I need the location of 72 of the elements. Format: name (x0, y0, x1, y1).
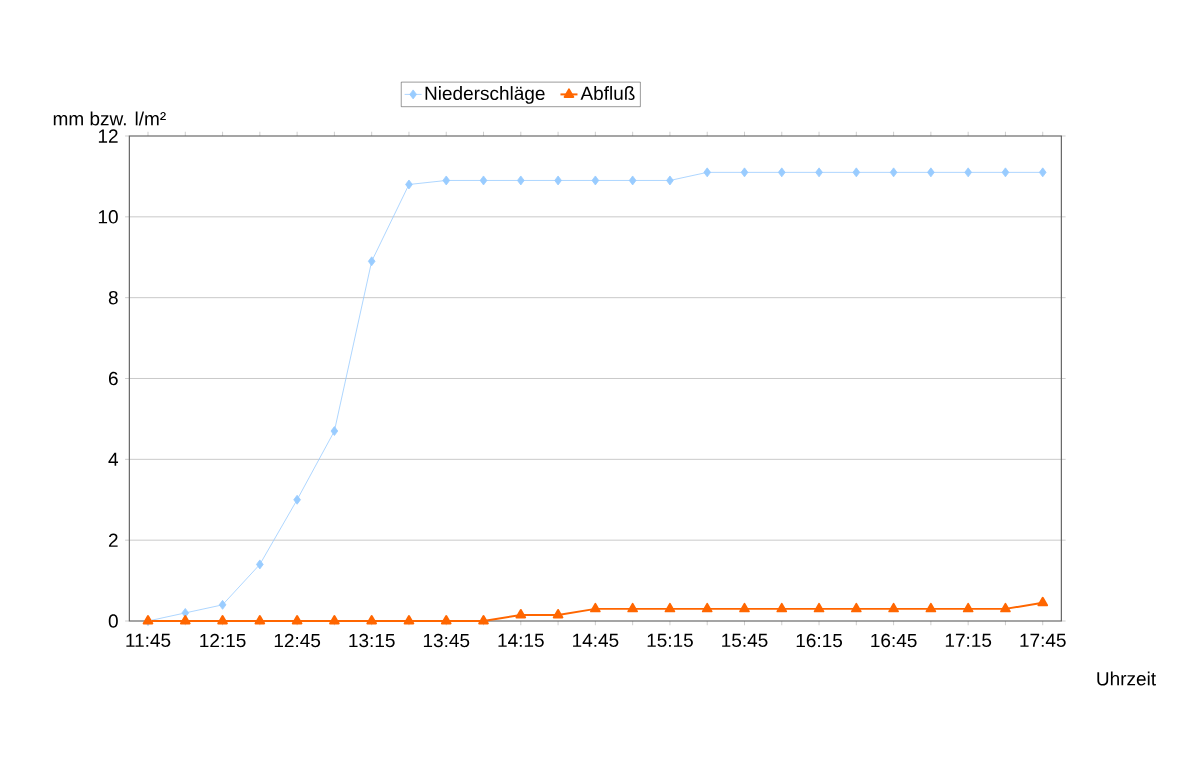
point (964, 167, 972, 178)
point (256, 559, 264, 570)
legend-label: Niederschläge (425, 86, 545, 104)
point (666, 175, 674, 186)
x-tick-label: 14:15 (498, 633, 544, 648)
point (1001, 167, 1010, 178)
point (740, 167, 749, 178)
y-axis-title: mm bzw. l/m² (53, 111, 166, 126)
y-tick-label: 0 (108, 614, 118, 628)
point (962, 602, 974, 613)
y-tick-label: 10 (98, 210, 118, 224)
point (664, 602, 676, 613)
x-tick-label: 16:45 (871, 633, 917, 648)
x-axis-title: Uhrzeit (1097, 671, 1156, 686)
point (813, 602, 825, 613)
point (405, 179, 413, 190)
x-tick-label: 16:15 (796, 633, 843, 648)
y-tick-label: 4 (108, 452, 119, 466)
point (181, 608, 190, 618)
legend-label: Abfluß (580, 86, 635, 101)
point (293, 494, 301, 505)
point (367, 256, 376, 267)
x-tick-label: 13:15 (349, 633, 395, 648)
x-tick-label: 17:15 (945, 633, 992, 648)
point (925, 602, 937, 613)
point (403, 615, 415, 625)
x-tick-label: 13:45 (423, 633, 470, 648)
point (329, 615, 340, 625)
point (478, 615, 489, 625)
point (366, 615, 378, 625)
point (1000, 602, 1011, 613)
point (888, 602, 899, 613)
y-tick-label: 12 (98, 129, 118, 143)
x-tick-label: 12:45 (274, 633, 321, 648)
y-tick-label: 2 (108, 533, 118, 547)
x-tick-label: 14:45 (573, 633, 619, 648)
point (852, 167, 861, 178)
point (777, 167, 786, 178)
point (927, 167, 935, 178)
point (739, 602, 750, 613)
point (889, 167, 898, 178)
point (776, 602, 788, 613)
point (1037, 596, 1049, 607)
point (479, 175, 488, 186)
x-tick-label: 11:45 (126, 633, 171, 648)
point (591, 175, 600, 186)
point (554, 175, 562, 186)
point (330, 426, 339, 436)
point (628, 175, 637, 186)
point (517, 175, 525, 186)
point (701, 602, 713, 613)
x-tick-label: 15:45 (722, 633, 768, 648)
x-tick-label: 15:15 (647, 633, 693, 648)
point (851, 602, 862, 613)
point (1038, 167, 1047, 178)
point (627, 602, 638, 613)
point (218, 599, 227, 610)
point (440, 615, 452, 625)
point (291, 615, 303, 625)
x-tick-label: 12:15 (200, 633, 246, 648)
point (254, 615, 266, 625)
point (442, 175, 451, 186)
point (179, 615, 191, 625)
y-tick-label: 6 (108, 371, 118, 386)
point (703, 167, 711, 178)
point (590, 602, 601, 613)
point (217, 615, 228, 625)
point (515, 608, 527, 619)
point (552, 608, 564, 619)
x-tick-label: 17:45 (1020, 633, 1066, 648)
y-tick-label: 8 (108, 290, 118, 305)
point (815, 167, 823, 178)
